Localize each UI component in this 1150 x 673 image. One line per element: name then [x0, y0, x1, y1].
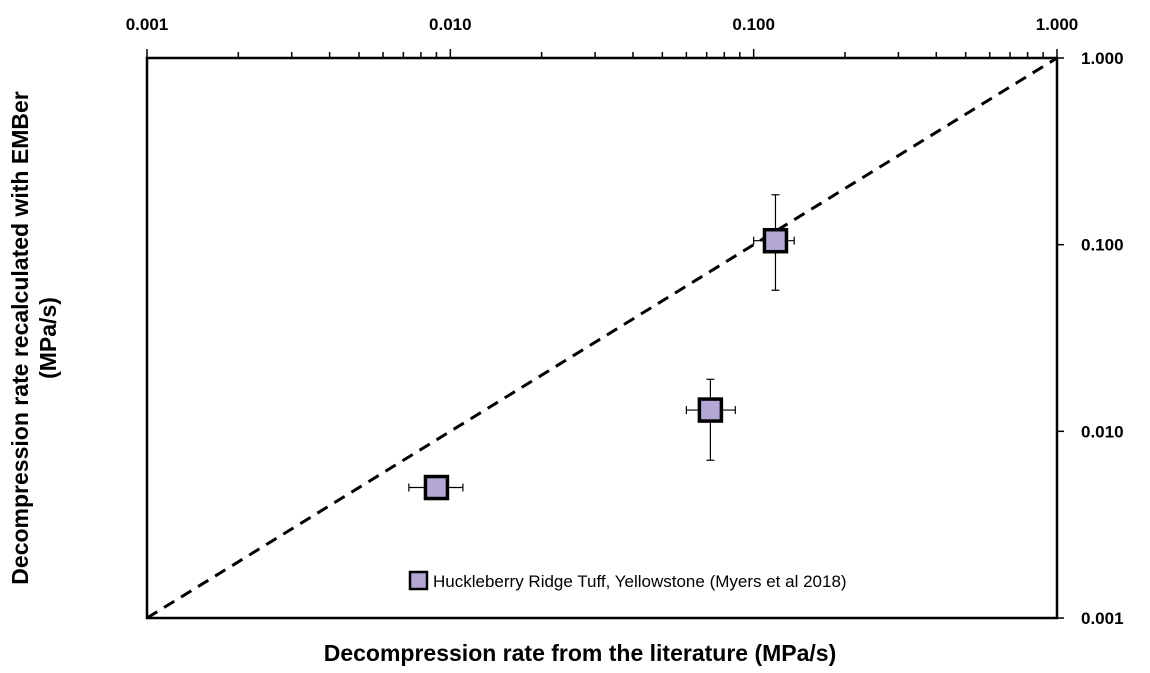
x-tick-label: 0.001 — [126, 15, 169, 34]
y-tick-labels: 0.001 0.010 0.100 1.000 — [1081, 49, 1124, 628]
y-tick-label: 1.000 — [1081, 49, 1124, 68]
axis-ticks — [146, 49, 1064, 619]
legend-marker — [408, 570, 429, 591]
x-axis-title: Decompression rate from the literature (… — [324, 640, 837, 666]
x-tick-labels: 0.001 0.010 0.100 1.000 — [126, 15, 1079, 34]
y-axis-title-line-1: Decompression rate recalculated with EMB… — [7, 91, 33, 584]
legend-label: Huckleberry Ridge Tuff, Yellowstone (Mye… — [433, 572, 847, 591]
data-point-marker — [697, 397, 724, 423]
x-tick-label: 0.100 — [732, 15, 775, 34]
legend: Huckleberry Ridge Tuff, Yellowstone (Mye… — [408, 570, 847, 591]
data-points — [408, 194, 795, 501]
plot-area-border — [145, 56, 1059, 620]
y-tick-label: 0.100 — [1081, 236, 1124, 255]
one-to-one-dashed-line — [146, 56, 1058, 620]
y-tick-label: 0.010 — [1081, 422, 1124, 441]
x-tick-label: 1.000 — [1036, 15, 1079, 34]
data-point-marker — [762, 227, 789, 254]
y-axis-title-line-2: (MPa/s) — [35, 297, 61, 379]
x-tick-label: 0.010 — [429, 15, 472, 34]
y-tick-label: 0.001 — [1081, 609, 1124, 628]
data-point-marker — [423, 474, 450, 501]
